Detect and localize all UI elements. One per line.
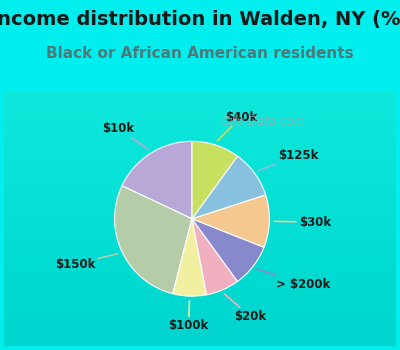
- Wedge shape: [173, 219, 206, 296]
- Wedge shape: [192, 219, 264, 281]
- Wedge shape: [192, 219, 238, 295]
- Text: $10k: $10k: [103, 122, 148, 149]
- Text: Black or African American residents: Black or African American residents: [46, 46, 354, 61]
- Text: > $200k: > $200k: [257, 269, 331, 291]
- Text: City-Data.com: City-Data.com: [222, 115, 306, 128]
- Text: Income distribution in Walden, NY (%): Income distribution in Walden, NY (%): [0, 10, 400, 29]
- Wedge shape: [192, 141, 238, 219]
- Wedge shape: [192, 156, 266, 219]
- Wedge shape: [122, 141, 192, 219]
- Text: $100k: $100k: [168, 301, 209, 332]
- Text: $150k: $150k: [55, 254, 118, 271]
- Wedge shape: [192, 195, 270, 247]
- Text: $125k: $125k: [258, 149, 319, 170]
- Text: $30k: $30k: [274, 216, 331, 229]
- Text: $40k: $40k: [217, 111, 257, 141]
- Text: $20k: $20k: [224, 294, 266, 323]
- Wedge shape: [114, 186, 192, 294]
